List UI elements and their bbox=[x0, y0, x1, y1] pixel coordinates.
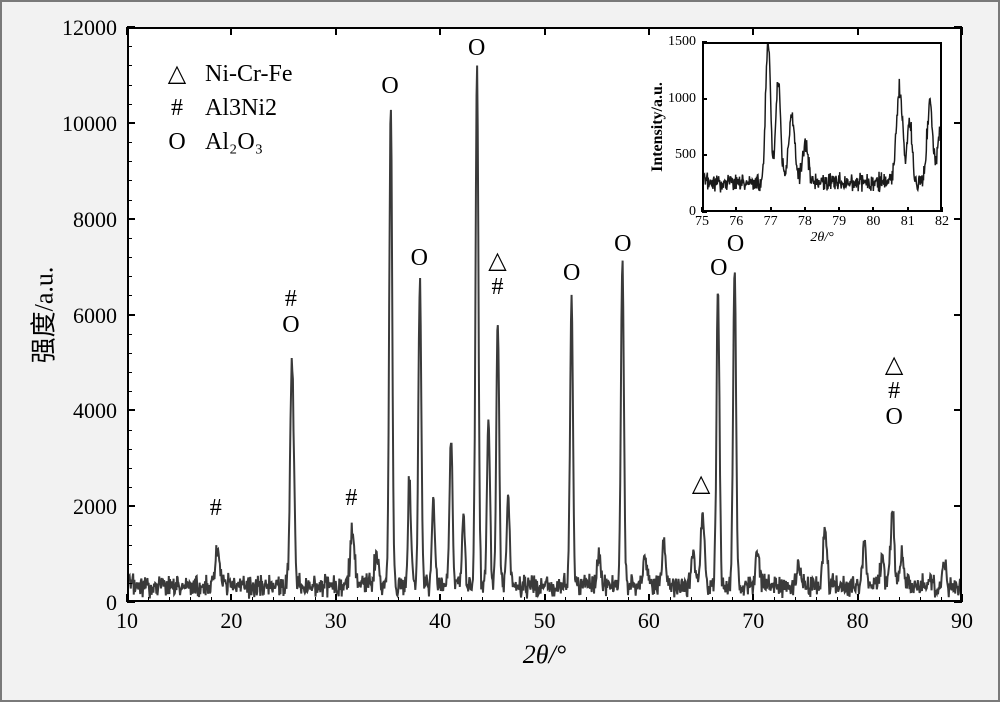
peak-annotation: # bbox=[210, 495, 222, 521]
y-axis-title: 强度/a.u. bbox=[24, 266, 61, 363]
peak-annotation: △# bbox=[488, 248, 506, 300]
x-tick-label: 30 bbox=[325, 608, 347, 634]
inset-x-tick-label: 81 bbox=[901, 214, 915, 230]
inset-x-tick-label: 82 bbox=[935, 214, 949, 230]
inset-x-tick-label: 75 bbox=[695, 214, 709, 230]
peak-annotation: O bbox=[727, 231, 744, 257]
x-tick-label: 70 bbox=[742, 608, 764, 634]
xrd-figure: △Ni-Cr-Fe#Al3Ni2OAl₂O₃ 强度/a.u. 2θ/° Inte… bbox=[0, 0, 1000, 702]
x-tick-label: 10 bbox=[116, 608, 138, 634]
x-tick-label: 50 bbox=[534, 608, 556, 634]
peak-annotation: # bbox=[345, 485, 357, 511]
peak-annotation: O bbox=[710, 255, 727, 281]
inset-x-tick-label: 80 bbox=[866, 214, 880, 230]
legend-item: △Ni-Cr-Fe bbox=[167, 57, 293, 91]
legend-item: #Al3Ni2 bbox=[167, 91, 293, 125]
inset-plot-area bbox=[702, 42, 942, 212]
inset-trace bbox=[704, 44, 940, 210]
x-tick-label: 60 bbox=[638, 608, 660, 634]
peak-annotation: #O bbox=[282, 286, 299, 338]
peak-annotation: O bbox=[468, 35, 485, 61]
peak-annotation: O bbox=[614, 231, 631, 257]
x-tick-label: 20 bbox=[220, 608, 242, 634]
phase-legend: △Ni-Cr-Fe#Al3Ni2OAl₂O₃ bbox=[167, 57, 293, 159]
inset-x-tick-label: 77 bbox=[764, 214, 778, 230]
inset-x-tick-label: 76 bbox=[729, 214, 743, 230]
peak-annotation: △#O bbox=[885, 352, 903, 430]
peak-annotation: O bbox=[563, 260, 580, 286]
x-axis-title: 2θ/° bbox=[523, 640, 566, 670]
inset-x-axis-title: 2θ/° bbox=[810, 230, 833, 246]
peak-annotation: O bbox=[381, 73, 398, 99]
legend-item: OAl₂O₃ bbox=[167, 125, 293, 159]
x-tick-label: 40 bbox=[429, 608, 451, 634]
inset-y-axis-title: Intensity/a.u. bbox=[649, 82, 667, 172]
inset-x-tick-label: 79 bbox=[832, 214, 846, 230]
x-tick-label: 90 bbox=[951, 608, 973, 634]
inset-x-tick-label: 78 bbox=[798, 214, 812, 230]
peak-annotation: △ bbox=[692, 471, 710, 497]
x-tick-label: 80 bbox=[847, 608, 869, 634]
peak-annotation: O bbox=[411, 245, 428, 271]
